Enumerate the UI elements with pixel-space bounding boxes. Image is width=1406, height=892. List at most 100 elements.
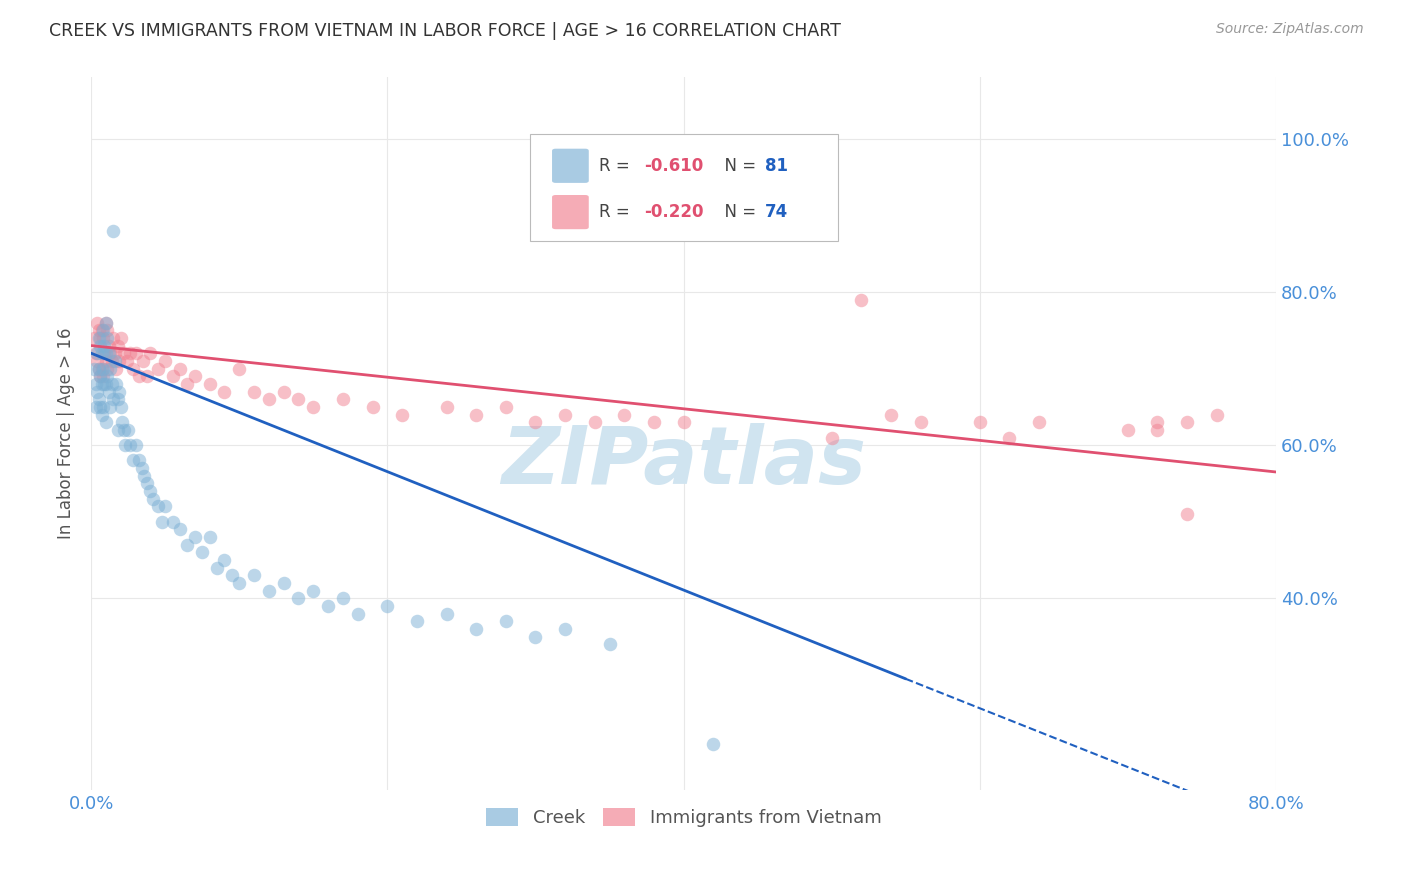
Point <box>146 361 169 376</box>
Text: N =: N = <box>714 157 762 175</box>
Point <box>100 346 122 360</box>
Point <box>105 376 128 391</box>
Point <box>128 369 150 384</box>
Point <box>86 316 108 330</box>
Point <box>643 415 665 429</box>
Text: R =: R = <box>599 203 636 221</box>
Point <box>94 316 117 330</box>
Point <box>103 331 125 345</box>
Point <box>93 376 115 391</box>
Point <box>176 538 198 552</box>
Point <box>176 376 198 391</box>
Point <box>851 293 873 307</box>
Point <box>107 338 129 352</box>
Point <box>132 354 155 368</box>
Point <box>287 392 309 407</box>
Point <box>287 591 309 606</box>
Point <box>205 560 228 574</box>
Point <box>108 384 131 399</box>
Point <box>100 361 122 376</box>
Point <box>107 423 129 437</box>
Point <box>273 576 295 591</box>
Point <box>94 376 117 391</box>
Point <box>87 323 110 337</box>
Point <box>84 346 107 360</box>
Point <box>198 376 221 391</box>
Text: Source: ZipAtlas.com: Source: ZipAtlas.com <box>1216 22 1364 37</box>
Text: ZIPatlas: ZIPatlas <box>501 423 866 501</box>
Point <box>96 361 118 376</box>
Point <box>243 384 266 399</box>
Point <box>1175 507 1198 521</box>
Point <box>495 400 517 414</box>
Point <box>1146 423 1168 437</box>
Point <box>108 354 131 368</box>
Point <box>105 361 128 376</box>
Point <box>198 530 221 544</box>
FancyBboxPatch shape <box>553 195 589 229</box>
Point <box>583 415 606 429</box>
Point <box>94 415 117 429</box>
Point <box>169 523 191 537</box>
Point <box>124 346 146 360</box>
Point <box>90 361 112 376</box>
Point <box>83 331 105 345</box>
Point <box>1116 423 1139 437</box>
Point <box>97 346 120 360</box>
Point <box>302 583 325 598</box>
Point <box>112 346 135 360</box>
Point <box>134 468 156 483</box>
Point <box>599 637 621 651</box>
Point <box>436 400 458 414</box>
Text: CREEK VS IMMIGRANTS FROM VIETNAM IN LABOR FORCE | AGE > 16 CORRELATION CHART: CREEK VS IMMIGRANTS FROM VIETNAM IN LABO… <box>49 22 841 40</box>
Point <box>118 346 141 360</box>
Point <box>436 607 458 621</box>
Point <box>136 369 159 384</box>
Text: 81: 81 <box>765 157 789 175</box>
Point <box>87 392 110 407</box>
Point <box>87 331 110 345</box>
Point <box>104 346 127 360</box>
Point <box>465 622 488 636</box>
Text: R =: R = <box>599 157 636 175</box>
Point <box>153 500 176 514</box>
Point <box>316 599 339 613</box>
Point <box>131 461 153 475</box>
Point <box>128 453 150 467</box>
Point <box>1205 408 1227 422</box>
Point <box>100 400 122 414</box>
Point <box>84 376 107 391</box>
Point <box>91 331 114 345</box>
Point <box>969 415 991 429</box>
Point <box>94 316 117 330</box>
Point <box>672 415 695 429</box>
Point <box>142 491 165 506</box>
Point <box>90 323 112 337</box>
Point <box>554 408 576 422</box>
Point <box>332 392 354 407</box>
Point <box>1028 415 1050 429</box>
Point <box>115 354 138 368</box>
Point <box>90 346 112 360</box>
Point <box>96 369 118 384</box>
Point <box>93 346 115 360</box>
Legend: Creek, Immigrants from Vietnam: Creek, Immigrants from Vietnam <box>478 800 889 834</box>
Point <box>96 323 118 337</box>
Point <box>121 453 143 467</box>
Point <box>90 376 112 391</box>
Point <box>104 354 127 368</box>
Point <box>87 361 110 376</box>
Point <box>346 607 368 621</box>
Point <box>96 331 118 345</box>
Point <box>150 515 173 529</box>
Point <box>103 392 125 407</box>
Point <box>83 361 105 376</box>
Point <box>1146 415 1168 429</box>
Point <box>112 423 135 437</box>
Point <box>103 224 125 238</box>
Point <box>702 737 724 751</box>
Point <box>136 476 159 491</box>
Point <box>221 568 243 582</box>
Point <box>86 354 108 368</box>
Point <box>86 384 108 399</box>
